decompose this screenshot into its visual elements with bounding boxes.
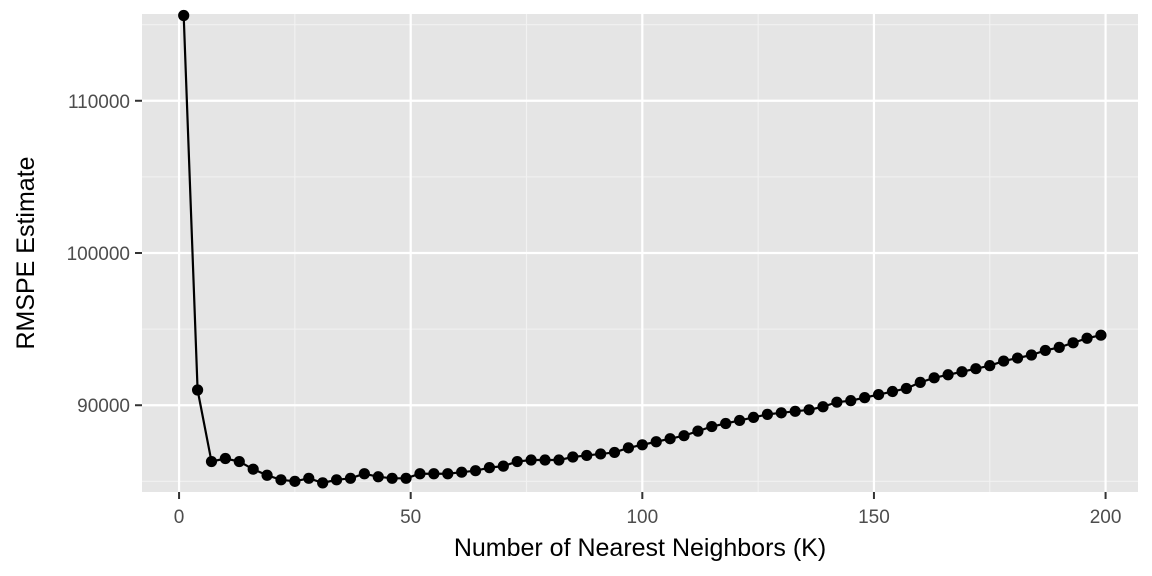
- data-point: [886, 385, 899, 398]
- data-point: [747, 411, 760, 424]
- data-point: [872, 388, 885, 401]
- data-point: [428, 468, 440, 480]
- data-point: [483, 462, 496, 474]
- data-point: [1081, 332, 1093, 344]
- data-point: [831, 396, 843, 408]
- data-point: [1067, 337, 1079, 349]
- data-point: [289, 475, 301, 487]
- data-point: [817, 401, 829, 413]
- x-tick-label: 150: [858, 507, 890, 528]
- x-tick-label: 100: [626, 507, 658, 528]
- data-point: [344, 472, 357, 484]
- data-point: [511, 455, 523, 468]
- data-point: [414, 468, 426, 480]
- data-point: [859, 392, 871, 404]
- data-point: [1025, 349, 1038, 361]
- data-point: [998, 355, 1010, 367]
- data-point: [567, 451, 579, 463]
- data-point: [984, 360, 996, 372]
- data-point: [1011, 352, 1024, 364]
- data-point: [1095, 329, 1107, 341]
- data-point: [956, 366, 968, 378]
- data-point: [247, 463, 259, 475]
- data-point: [664, 433, 676, 445]
- data-point: [553, 454, 565, 466]
- data-point: [205, 455, 218, 468]
- data-point: [970, 363, 982, 375]
- x-axis-title: Number of Nearest Neighbors (K): [454, 534, 826, 562]
- data-point: [581, 449, 593, 462]
- data-point: [525, 454, 537, 466]
- data-point: [317, 477, 329, 489]
- data-point: [539, 454, 551, 466]
- data-point: [636, 439, 648, 451]
- data-point: [469, 465, 482, 477]
- points: [178, 9, 1107, 489]
- data-point: [789, 405, 801, 417]
- data-point: [900, 382, 912, 395]
- data-point: [622, 442, 635, 454]
- data-point: [358, 468, 370, 480]
- data-point: [803, 404, 815, 416]
- y-tick-label: 100000: [67, 244, 130, 265]
- data-point: [1053, 341, 1065, 353]
- major-grid: [142, 14, 1138, 492]
- data-point: [330, 474, 343, 486]
- data-point: [608, 446, 621, 459]
- x-tick-label: 200: [1090, 507, 1122, 528]
- y-axis-title: RMSPE Estimate: [12, 156, 40, 349]
- data-point: [191, 384, 204, 396]
- data-point: [275, 474, 287, 486]
- data-point: [386, 472, 398, 484]
- data-point: [734, 414, 746, 427]
- data-point: [706, 420, 718, 433]
- data-point: [400, 472, 412, 484]
- data-point: [442, 468, 454, 480]
- data-point: [845, 395, 857, 407]
- data-point: [678, 430, 690, 442]
- x-tick-label: 50: [400, 507, 421, 528]
- data-point: [1039, 344, 1051, 357]
- data-point: [178, 9, 190, 22]
- data-point: [692, 425, 704, 437]
- data-point: [928, 372, 940, 384]
- data-point: [372, 471, 384, 483]
- y-tick-label: 110000: [68, 92, 130, 113]
- data-point: [775, 407, 787, 419]
- y-axis: 90000 100000 110000: [67, 92, 142, 417]
- data-point: [914, 376, 926, 388]
- data-point: [233, 455, 245, 468]
- data-point: [761, 408, 774, 420]
- data-point: [942, 369, 954, 381]
- x-axis: 0 50 100 150 200: [174, 492, 1122, 528]
- data-point: [595, 448, 607, 460]
- data-point: [497, 460, 509, 472]
- data-point: [219, 452, 231, 465]
- data-point: [303, 472, 315, 484]
- data-point: [650, 436, 662, 448]
- y-tick-label: 90000: [77, 396, 130, 417]
- data-point: [720, 417, 732, 430]
- data-point: [261, 469, 273, 481]
- x-tick-label: 0: [174, 507, 185, 528]
- data-point: [456, 466, 468, 478]
